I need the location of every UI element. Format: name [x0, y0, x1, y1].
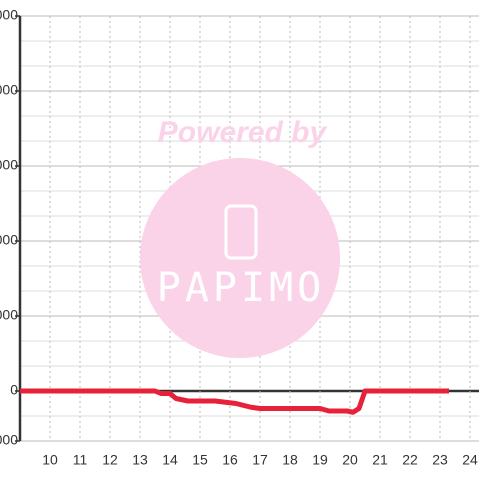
y-tick-label: 120,000	[0, 82, 18, 98]
x-tick-label: 20	[342, 452, 358, 468]
x-tick-label: 21	[372, 452, 388, 468]
y-tick-label: 0	[10, 382, 18, 398]
watermark: Powered by PAPIMO	[140, 116, 340, 358]
x-tick-label: 13	[132, 452, 148, 468]
x-tick-label: 18	[282, 452, 298, 468]
x-tick-label: 15	[192, 452, 208, 468]
x-tick-label: 24	[462, 452, 478, 468]
y-tick-label: -20,000	[0, 432, 18, 448]
watermark-text: PAPIMO	[157, 265, 326, 311]
x-tick-label: 10	[42, 452, 58, 468]
x-tick-label: 16	[222, 452, 238, 468]
x-tick-label: 19	[312, 452, 328, 468]
x-tick-label: 22	[402, 452, 418, 468]
x-tick-label: 17	[252, 452, 268, 468]
x-tick-label: 14	[162, 452, 178, 468]
y-tick-label: 90,000	[0, 157, 18, 173]
watermark-icon	[224, 204, 258, 260]
x-tick-label: 23	[432, 452, 448, 468]
series-line	[20, 388, 449, 415]
watermark-text: Powered by	[158, 116, 328, 149]
x-tick-label: 11	[73, 452, 88, 468]
x-tick-label: 12	[102, 452, 118, 468]
y-tick-label: 60,000	[0, 232, 18, 248]
y-tick-label: 30,000	[0, 307, 18, 323]
y-tick-label: 150,000	[0, 7, 18, 23]
